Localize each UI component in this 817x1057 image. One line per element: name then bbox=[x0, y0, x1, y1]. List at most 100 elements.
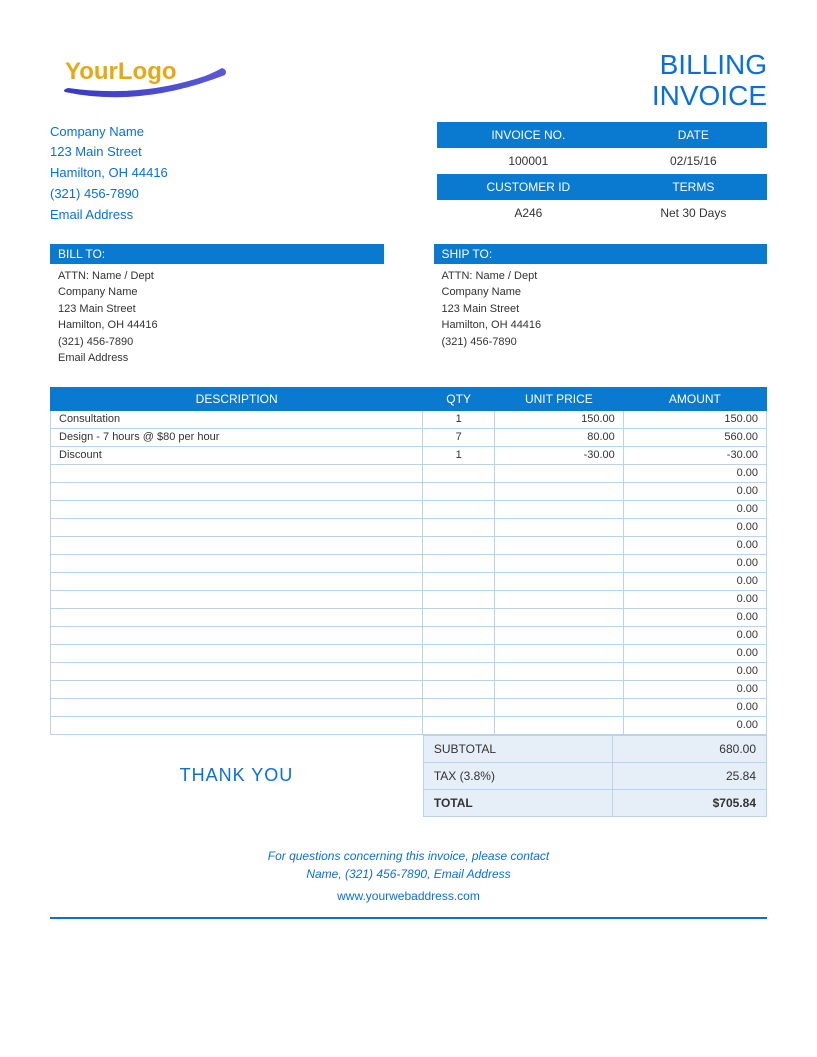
cell-qty bbox=[423, 644, 495, 662]
meta-terms: Net 30 Days bbox=[620, 200, 767, 226]
logo-text-your: Your bbox=[65, 58, 118, 85]
table-row: 0.00 bbox=[51, 536, 767, 554]
cell-amount: 0.00 bbox=[623, 716, 766, 734]
cell-unit-price bbox=[494, 464, 623, 482]
ship-to-block: SHIP TO: ATTN: Name / Dept Company Name … bbox=[434, 244, 768, 367]
cell-description: Design - 7 hours @ $80 per hour bbox=[51, 428, 423, 446]
document-title: BILLINGINVOICE bbox=[652, 50, 767, 112]
cell-unit-price bbox=[494, 500, 623, 518]
meta-header-invoice-no: INVOICE NO. bbox=[437, 122, 620, 148]
ship-to-street: 123 Main Street bbox=[442, 301, 768, 318]
table-row: 0.00 bbox=[51, 554, 767, 572]
cell-description bbox=[51, 482, 423, 500]
cell-amount: 0.00 bbox=[623, 680, 766, 698]
logo-text-logo: Logo bbox=[118, 58, 177, 85]
cell-amount: 0.00 bbox=[623, 482, 766, 500]
meta-header-date: DATE bbox=[620, 122, 767, 148]
cell-amount: -30.00 bbox=[623, 446, 766, 464]
cell-amount: 560.00 bbox=[623, 428, 766, 446]
footer-rule bbox=[50, 917, 767, 919]
cell-description bbox=[51, 518, 423, 536]
cell-qty: 7 bbox=[423, 428, 495, 446]
cell-qty bbox=[423, 680, 495, 698]
cell-unit-price bbox=[494, 554, 623, 572]
footer: For questions concerning this invoice, p… bbox=[50, 847, 767, 919]
bill-to-phone: (321) 456-7890 bbox=[58, 334, 384, 351]
company-street: 123 Main Street bbox=[50, 142, 168, 163]
thank-you-text: THANK YOU bbox=[180, 765, 294, 786]
cell-amount: 0.00 bbox=[623, 626, 766, 644]
meta-customer-id: A246 bbox=[437, 200, 620, 226]
cell-amount: 0.00 bbox=[623, 554, 766, 572]
cell-unit-price bbox=[494, 698, 623, 716]
cell-unit-price bbox=[494, 662, 623, 680]
cell-amount: 0.00 bbox=[623, 464, 766, 482]
cell-amount: 0.00 bbox=[623, 608, 766, 626]
cell-description bbox=[51, 608, 423, 626]
cell-description bbox=[51, 464, 423, 482]
company-phone: (321) 456-7890 bbox=[50, 184, 168, 205]
cell-unit-price bbox=[494, 680, 623, 698]
cell-amount: 0.00 bbox=[623, 698, 766, 716]
bill-to-header: BILL TO: bbox=[50, 244, 384, 264]
cell-amount: 0.00 bbox=[623, 572, 766, 590]
subtotal-label: SUBTOTAL bbox=[423, 735, 612, 762]
cell-qty bbox=[423, 464, 495, 482]
cell-qty bbox=[423, 626, 495, 644]
ship-to-city: Hamilton, OH 44416 bbox=[442, 317, 768, 334]
total-label: TOTAL bbox=[423, 789, 612, 816]
cell-unit-price bbox=[494, 518, 623, 536]
meta-invoice-no: 100001 bbox=[437, 148, 620, 174]
cell-description bbox=[51, 572, 423, 590]
cell-qty bbox=[423, 590, 495, 608]
table-row: 0.00 bbox=[51, 680, 767, 698]
table-row: 0.00 bbox=[51, 698, 767, 716]
col-header-qty: QTY bbox=[423, 387, 495, 410]
cell-description bbox=[51, 626, 423, 644]
tax-label: TAX (3.8%) bbox=[423, 762, 612, 789]
invoice-meta-table: INVOICE NO. DATE 100001 02/15/16 CUSTOME… bbox=[437, 122, 767, 226]
total-value: $705.84 bbox=[612, 789, 766, 816]
cell-amount: 0.00 bbox=[623, 662, 766, 680]
cell-amount: 0.00 bbox=[623, 644, 766, 662]
cell-qty bbox=[423, 536, 495, 554]
bill-to-block: BILL TO: ATTN: Name / Dept Company Name … bbox=[50, 244, 384, 367]
table-row: 0.00 bbox=[51, 518, 767, 536]
bill-to-city: Hamilton, OH 44416 bbox=[58, 317, 384, 334]
company-info: Company Name 123 Main Street Hamilton, O… bbox=[50, 122, 168, 226]
cell-amount: 0.00 bbox=[623, 518, 766, 536]
col-header-unit-price: UNIT PRICE bbox=[494, 387, 623, 410]
cell-amount: 0.00 bbox=[623, 590, 766, 608]
line-items-table: DESCRIPTION QTY UNIT PRICE AMOUNT Consul… bbox=[50, 387, 767, 735]
col-header-amount: AMOUNT bbox=[623, 387, 766, 410]
title-line2: INVOICE bbox=[652, 80, 767, 111]
cell-description: Discount bbox=[51, 446, 423, 464]
ship-to-header: SHIP TO: bbox=[434, 244, 768, 264]
title-line1: BILLING bbox=[660, 49, 767, 80]
cell-unit-price bbox=[494, 590, 623, 608]
logo: YourLogo bbox=[50, 50, 250, 110]
cell-amount: 150.00 bbox=[623, 410, 766, 428]
footer-url: www.yourwebaddress.com bbox=[50, 887, 767, 905]
cell-qty: 1 bbox=[423, 446, 495, 464]
thank-you: THANK YOU bbox=[50, 735, 423, 817]
cell-amount: 0.00 bbox=[623, 500, 766, 518]
subtotal-value: 680.00 bbox=[612, 735, 766, 762]
company-city: Hamilton, OH 44416 bbox=[50, 163, 168, 184]
bill-to-email: Email Address bbox=[58, 350, 384, 367]
footer-line1: For questions concerning this invoice, p… bbox=[50, 847, 767, 865]
cell-description bbox=[51, 680, 423, 698]
cell-unit-price bbox=[494, 626, 623, 644]
cell-qty bbox=[423, 662, 495, 680]
table-row: Design - 7 hours @ $80 per hour780.00560… bbox=[51, 428, 767, 446]
ship-to-phone: (321) 456-7890 bbox=[442, 334, 768, 351]
table-row: 0.00 bbox=[51, 572, 767, 590]
table-row: Discount1-30.00-30.00 bbox=[51, 446, 767, 464]
table-row: 0.00 bbox=[51, 716, 767, 734]
table-row: 0.00 bbox=[51, 626, 767, 644]
tax-value: 25.84 bbox=[612, 762, 766, 789]
cell-description: Consultation bbox=[51, 410, 423, 428]
cell-qty bbox=[423, 518, 495, 536]
cell-description bbox=[51, 698, 423, 716]
cell-unit-price: -30.00 bbox=[494, 446, 623, 464]
